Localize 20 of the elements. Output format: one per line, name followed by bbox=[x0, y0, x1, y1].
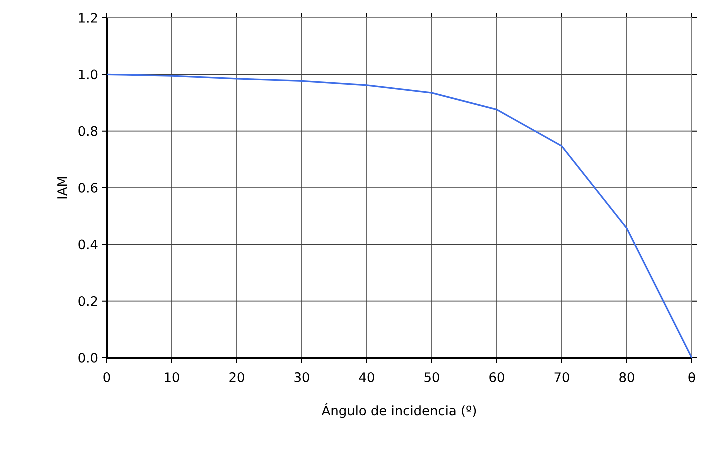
x-tick-label: 50 bbox=[424, 372, 440, 382]
y-tick-label: 1.0 bbox=[79, 70, 98, 80]
x-tick-label: 0 bbox=[104, 372, 110, 382]
y-tick-label: 0.0 bbox=[78, 353, 98, 363]
y-tick-label: 1.2 bbox=[79, 13, 98, 23]
x-tick-label: 70 bbox=[554, 372, 570, 382]
y-tick-label: 0.2 bbox=[78, 296, 98, 306]
x-tick-label: 30 bbox=[294, 372, 310, 382]
x-tick-label: 60 bbox=[490, 372, 504, 382]
line-series bbox=[106, 74, 693, 359]
y-tick-label: 0.4 bbox=[78, 240, 98, 250]
x-tick-label: 40 bbox=[359, 372, 374, 382]
x-tick-label: θ bbox=[688, 372, 696, 383]
x-axis-title: Ángulo de incidencia (º) bbox=[322, 403, 476, 418]
x-tick-label: 10 bbox=[165, 372, 180, 382]
y-axis-title: IAM bbox=[58, 177, 68, 199]
y-tick-label: 0.8 bbox=[78, 126, 98, 136]
x-tick-label: 20 bbox=[230, 372, 244, 382]
x-tick-label: 80 bbox=[620, 372, 634, 382]
y-tick-label: 0.6 bbox=[78, 183, 98, 193]
